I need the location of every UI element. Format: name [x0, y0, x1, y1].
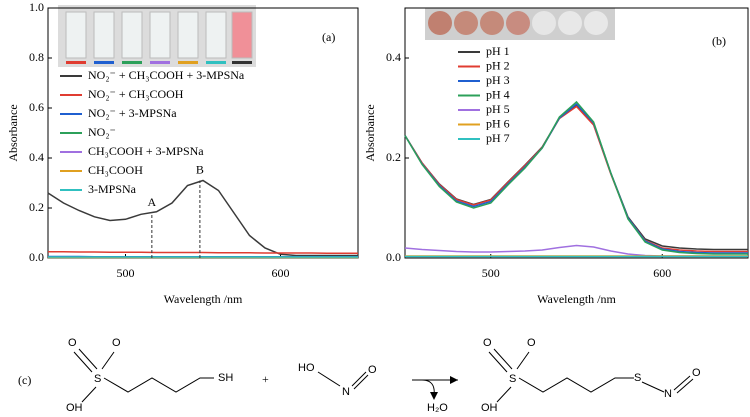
legend-label: pH 7 [486, 131, 510, 145]
legend-label: CH₃COOH + 3-MPSNa [88, 144, 204, 158]
inset-photo-b [425, 8, 615, 40]
legend-label: pH 4 [486, 87, 510, 101]
inset-photo-a [58, 5, 256, 67]
legend-label: pH 2 [486, 58, 510, 72]
x-axis-label: Wavelength /nm [537, 292, 616, 306]
x-tick-label: 600 [272, 266, 290, 280]
series-line [47, 179, 358, 257]
legend-label: NO₂⁻ + CH₃COOH + 3-MPSNa [88, 68, 245, 82]
legend-label: NO₂⁻ + CH₃COOH [88, 87, 184, 101]
atom: N [342, 386, 350, 398]
reaction-scheme: (c) O O S OH SH + HO N O H₂O O O S OH S … [18, 337, 701, 414]
atom: N [664, 388, 672, 400]
y-tick-label: 1.0 [29, 0, 44, 14]
atom: HO [298, 362, 315, 374]
legend-label: pH 3 [486, 73, 510, 87]
atom: O [483, 337, 492, 349]
y-tick-label: 0.0 [386, 250, 401, 264]
series-line [404, 100, 748, 255]
atom: O [112, 337, 121, 349]
y-axis-label: Absorbance [6, 104, 20, 161]
x-tick-label: 500 [117, 266, 135, 280]
atom: O [527, 337, 536, 349]
atom: OH [481, 402, 498, 414]
atom: SH [218, 372, 233, 384]
y-axis-label: Absorbance [363, 104, 377, 161]
atom: S [94, 373, 101, 385]
y-tick-label: 0.4 [386, 50, 401, 64]
series-line [48, 251, 358, 255]
annotation: B [196, 162, 204, 176]
atom: O [368, 364, 377, 376]
legend-label: 3-MPSNa [88, 182, 137, 196]
plus: + [262, 372, 269, 386]
y-tick-label: 0.8 [29, 50, 44, 64]
legend-label: NO₂⁻ [88, 125, 116, 139]
plot-frame [404, 7, 749, 259]
atom: S [634, 372, 641, 384]
y-tick-label: 0.2 [386, 150, 401, 164]
panel-label: (b) [712, 34, 726, 48]
legend-label: pH 6 [486, 116, 510, 130]
atom: OH [66, 402, 83, 414]
legend-label: pH 5 [486, 102, 510, 116]
y-tick-label: 0.2 [29, 200, 44, 214]
byproduct: H₂O [427, 402, 448, 414]
series-line [404, 105, 748, 253]
legend-label: CH₃COOH [88, 163, 143, 177]
panel-label: (c) [18, 373, 31, 387]
atom: O [692, 367, 701, 379]
y-tick-label: 0.4 [29, 150, 44, 164]
annotation: A [148, 195, 157, 209]
x-tick-label: 500 [482, 266, 500, 280]
x-axis-label: Wavelength /nm [164, 292, 243, 306]
y-tick-label: 0.0 [29, 250, 44, 264]
atom: O [68, 337, 77, 349]
y-tick-label: 0.6 [29, 100, 44, 114]
series-line [404, 104, 748, 251]
legend-label: NO₂⁻ + 3-MPSNa [88, 106, 177, 120]
series-line [404, 102, 748, 254]
legend-label: pH 1 [486, 44, 510, 58]
panel-label: (a) [322, 30, 335, 44]
atom: S [509, 373, 516, 385]
x-tick-label: 600 [653, 266, 671, 280]
